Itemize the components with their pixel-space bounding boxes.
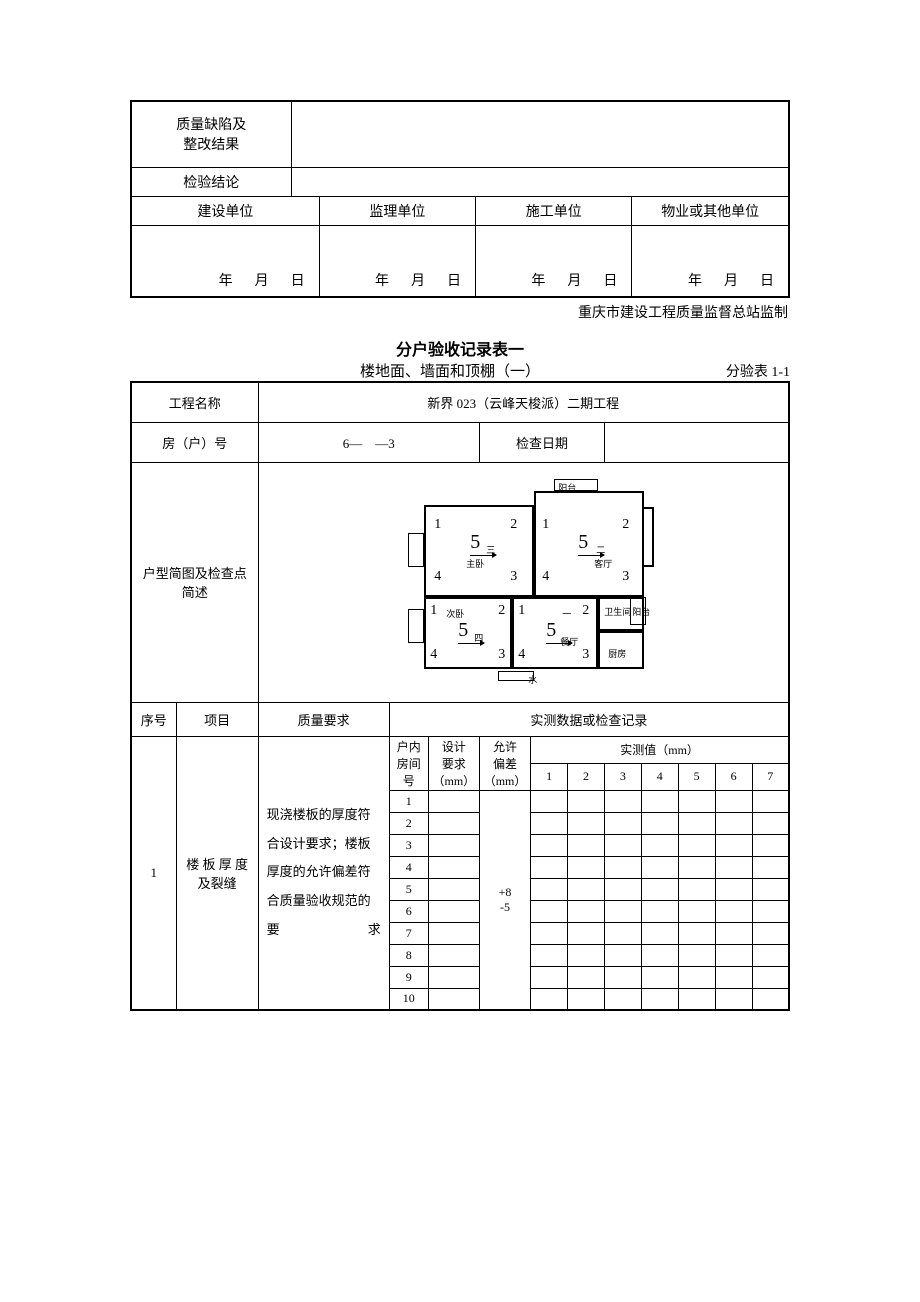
fp-num: 3 xyxy=(510,569,517,585)
fp-num: 5 xyxy=(546,619,556,642)
diagram-label: 户型简图及检查点 简述 xyxy=(131,462,258,702)
fp-num: 5 xyxy=(578,531,588,554)
rn: 1 xyxy=(389,790,428,812)
fp-num: 2 xyxy=(582,603,589,619)
unit-header-1: 监理单位 xyxy=(319,196,475,225)
fp-num: 5 xyxy=(470,531,480,554)
col-room-no: 户内 房间 号 xyxy=(389,736,428,790)
fp-num: 5 xyxy=(458,619,468,642)
unit-date-0: 年 月 日 xyxy=(131,225,319,297)
inspect-date-label: 检查日期 xyxy=(479,422,604,462)
rn: 2 xyxy=(389,812,428,834)
fp-num: 4 xyxy=(430,647,437,663)
fp-room-balcony: 阳台 xyxy=(632,605,650,618)
fp-num: 2 xyxy=(510,517,517,533)
fp-room-master: 主卧 xyxy=(466,557,484,570)
fp-num: 4 xyxy=(542,569,549,585)
fp-num: 2 xyxy=(498,603,505,619)
fp-room-secondary: 次卧 xyxy=(446,607,464,620)
project-label: 工程名称 xyxy=(131,382,258,422)
fp-num: 3 xyxy=(582,647,589,663)
conclusion-label: 检验结论 xyxy=(131,167,291,196)
supervision-note: 重庆市建设工程质量监督总站监制 xyxy=(130,298,790,336)
mcol: 2 xyxy=(568,763,605,790)
conclusion-value xyxy=(291,167,789,196)
fp-num: 1 xyxy=(430,603,437,619)
defect-value xyxy=(291,101,789,167)
top-summary-table: 质量缺陷及 整改结果 检验结论 建设单位 监理单位 施工单位 物业或其他单位 年… xyxy=(130,100,790,298)
fp-num: 1 xyxy=(434,517,441,533)
unit-date-1: 年 月 日 xyxy=(319,225,475,297)
col-tolerance: 允许 偏差 （mm） xyxy=(479,736,530,790)
unit-date-3: 年 月 日 xyxy=(632,225,789,297)
fp-water: 水 xyxy=(528,673,537,686)
fp-num: 1 xyxy=(518,603,525,619)
unit-header-3: 物业或其他单位 xyxy=(632,196,789,225)
inspection-table: 工程名称 新界 023（云峰天梭派）二期工程 房（户）号 6— —3 检查日期 … xyxy=(130,381,790,1011)
col-measured: 实测值（mm） xyxy=(531,736,789,763)
form-title: 分户验收记录表一 xyxy=(130,336,790,360)
fp-num: 3 xyxy=(622,569,629,585)
col-req: 质量要求 xyxy=(258,702,389,736)
fp-num: 3 xyxy=(498,647,505,663)
unit-header-2: 施工单位 xyxy=(476,196,632,225)
fp-ideogram: 二 xyxy=(596,543,605,556)
tolerance-val: +8 -5 xyxy=(479,790,530,1010)
fp-num: 2 xyxy=(622,517,629,533)
req-1: 现浇楼板的厚度符合设计要求；楼板厚度的允许偏差符合质量验收规范的要求 xyxy=(258,736,389,1010)
rn: 6 xyxy=(389,900,428,922)
inspect-date-value xyxy=(604,422,789,462)
floor-plan: 1 2 3 4 5 三 主卧 1 2 3 4 5 客厅 xyxy=(378,477,668,687)
rn: 8 xyxy=(389,944,428,966)
form-number: 分验表 1-1 xyxy=(650,361,790,381)
mcol: 1 xyxy=(531,763,568,790)
fp-room-balcony-top: 阳台 xyxy=(558,481,576,494)
rn: 10 xyxy=(389,988,428,1010)
mcol: 6 xyxy=(715,763,752,790)
col-design: 设计 要求 （mm） xyxy=(428,736,479,790)
form-subtitle: 楼地面、墙面和顶棚（一） xyxy=(130,360,650,381)
defect-label: 质量缺陷及 整改结果 xyxy=(131,101,291,167)
rn: 4 xyxy=(389,856,428,878)
fp-num: 1 xyxy=(542,517,549,533)
col-record: 实测数据或检查记录 xyxy=(389,702,789,736)
rn: 7 xyxy=(389,922,428,944)
fp-num: 4 xyxy=(518,647,525,663)
mcol: 3 xyxy=(604,763,641,790)
seq-1: 1 xyxy=(131,736,176,1010)
floor-plan-cell: 1 2 3 4 5 三 主卧 1 2 3 4 5 客厅 xyxy=(258,462,789,702)
col-seq: 序号 xyxy=(131,702,176,736)
item-1: 楼 板 厚 度 及裂缝 xyxy=(176,736,258,1010)
unit-header-0: 建设单位 xyxy=(131,196,319,225)
fp-room-kitchen: 厨房 xyxy=(608,647,626,660)
fp-room-dining: 餐厅 xyxy=(560,635,578,648)
rn: 5 xyxy=(389,878,428,900)
room-label: 房（户）号 xyxy=(131,422,258,462)
mcol: 7 xyxy=(752,763,789,790)
fp-room-living: 客厅 xyxy=(594,557,612,570)
fp-num: 4 xyxy=(434,569,441,585)
mcol: 4 xyxy=(641,763,678,790)
project-value: 新界 023（云峰天梭派）二期工程 xyxy=(258,382,789,422)
col-item: 项目 xyxy=(176,702,258,736)
mcol: 5 xyxy=(678,763,715,790)
rn: 3 xyxy=(389,834,428,856)
fp-ideogram: 一 xyxy=(562,607,571,620)
fp-room-bath: 卫生间 xyxy=(604,605,631,618)
rn: 9 xyxy=(389,966,428,988)
unit-date-2: 年 月 日 xyxy=(476,225,632,297)
room-value: 6— —3 xyxy=(258,422,479,462)
